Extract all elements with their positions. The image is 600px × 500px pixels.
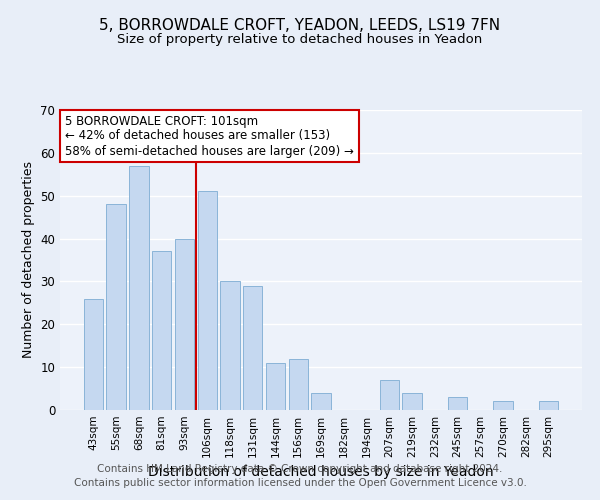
Bar [243,286,262,410]
Bar [175,238,194,410]
Bar [220,282,239,410]
Bar [493,402,513,410]
Bar [84,298,103,410]
Bar [129,166,149,410]
Bar [106,204,126,410]
Bar [311,393,331,410]
X-axis label: Distribution of detached houses by size in Yeadon: Distribution of detached houses by size … [148,466,494,479]
Bar [289,358,308,410]
Text: 5 BORROWDALE CROFT: 101sqm
← 42% of detached houses are smaller (153)
58% of sem: 5 BORROWDALE CROFT: 101sqm ← 42% of deta… [65,114,354,158]
Text: Size of property relative to detached houses in Yeadon: Size of property relative to detached ho… [118,32,482,46]
Bar [380,380,399,410]
Bar [266,363,285,410]
Bar [403,393,422,410]
Text: Contains HM Land Registry data © Crown copyright and database right 2024.
Contai: Contains HM Land Registry data © Crown c… [74,464,526,487]
Bar [448,397,467,410]
Text: 5, BORROWDALE CROFT, YEADON, LEEDS, LS19 7FN: 5, BORROWDALE CROFT, YEADON, LEEDS, LS19… [100,18,500,32]
Bar [539,402,558,410]
Y-axis label: Number of detached properties: Number of detached properties [22,162,35,358]
Bar [197,192,217,410]
Bar [152,252,172,410]
